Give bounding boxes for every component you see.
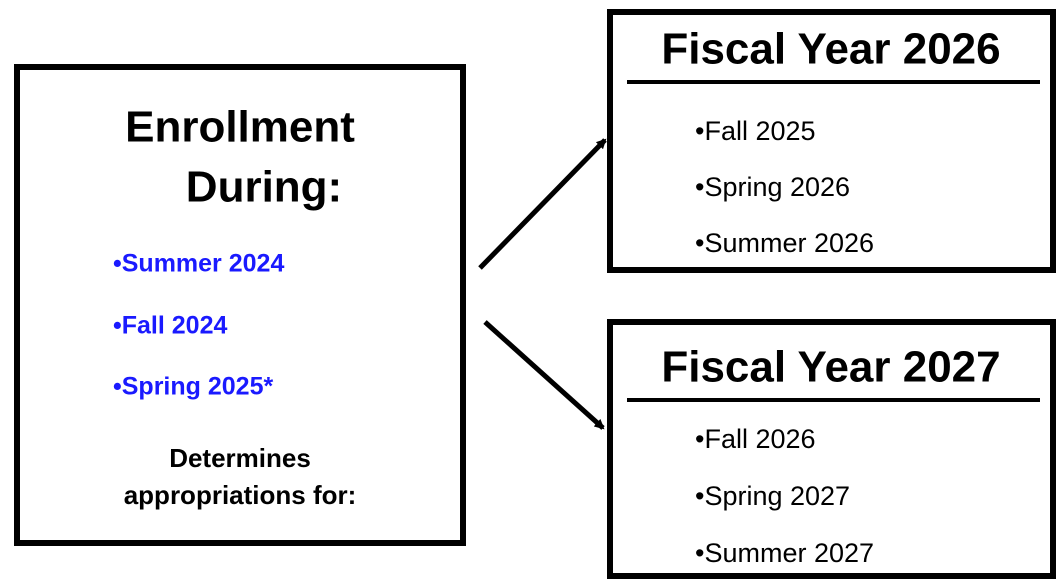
box-title: Enrollment — [125, 103, 355, 152]
term: •Spring 2025* — [113, 373, 273, 401]
fiscal-year-title: Fiscal Year 2027 — [661, 343, 1000, 392]
box-title: During: — [186, 163, 342, 212]
fiscal-year-box — [607, 319, 1056, 579]
term: •Summer 2026 — [695, 228, 874, 258]
term: •Fall 2024 — [113, 312, 227, 340]
fiscal-year-title: Fiscal Year 2026 — [661, 25, 1000, 74]
fiscal-year-box — [607, 9, 1056, 273]
term: •Fall 2025 — [695, 116, 816, 146]
footer-text: Determines — [169, 443, 311, 473]
term: •Summer 2027 — [695, 538, 874, 568]
footer-text: appropriations for: — [124, 480, 357, 510]
term: •Spring 2027 — [695, 481, 850, 511]
term: •Spring 2026 — [695, 172, 850, 202]
term: •Summer 2024 — [113, 250, 284, 278]
arrow — [483, 320, 605, 430]
enrollment-box — [14, 64, 466, 546]
arrow — [478, 138, 607, 270]
term: •Fall 2026 — [695, 424, 816, 454]
